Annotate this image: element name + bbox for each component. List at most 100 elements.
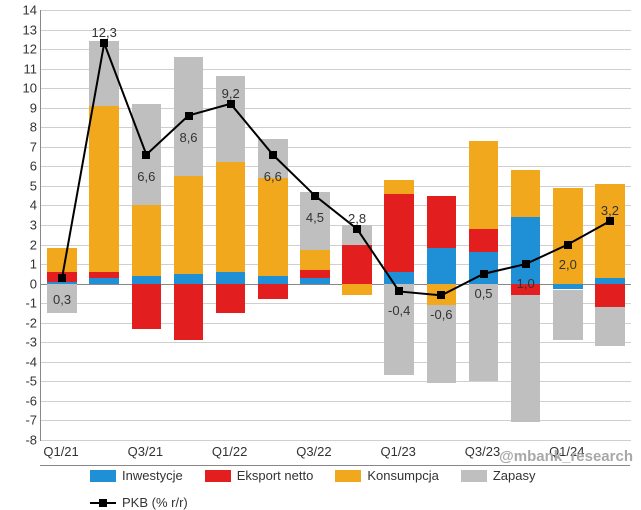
legend: Inwestycje Eksport netto Konsumpcja Zapasy P…: [40, 465, 630, 508]
y-tick-label: -3: [5, 335, 37, 350]
y-tick-label: -6: [5, 393, 37, 408]
pkb-value-label: 1,0: [517, 276, 535, 291]
pkb-value-label: 8,6: [179, 130, 197, 145]
pkb-marker: [353, 225, 361, 233]
bar-segment: [89, 278, 119, 284]
bar-segment: [89, 41, 119, 106]
bar-segment: [595, 184, 625, 278]
gridline: [41, 205, 631, 206]
gridline: [41, 10, 631, 11]
legend-swatch: [461, 470, 487, 482]
bar-segment: [132, 276, 162, 284]
bar-segment: [174, 176, 204, 274]
bar-segment: [595, 307, 625, 346]
bar-segment: [216, 162, 246, 271]
gridline: [41, 49, 631, 50]
y-tick-label: 1: [5, 257, 37, 272]
x-tick-label: Q1/23: [380, 444, 415, 459]
x-tick-label: Q3/21: [128, 444, 163, 459]
gridline: [41, 420, 631, 421]
bar-segment: [258, 284, 288, 300]
bar-segment: [47, 248, 77, 271]
gridline: [41, 127, 631, 128]
pkb-marker: [480, 270, 488, 278]
gridline: [41, 108, 631, 109]
legend-item-pkb: PKB (% r/r): [90, 495, 188, 510]
gridline: [41, 284, 631, 285]
pkb-value-label: 4,5: [306, 210, 324, 225]
gridline: [41, 30, 631, 31]
bar-segment: [258, 276, 288, 284]
y-tick-label: 6: [5, 159, 37, 174]
x-tick-label: Q3/23: [465, 444, 500, 459]
pkb-marker: [58, 274, 66, 282]
gridline: [41, 166, 631, 167]
gridline: [41, 440, 631, 441]
bar-segment: [553, 290, 583, 341]
bar-segment: [216, 284, 246, 313]
gdp-contributions-chart: 0,312,36,68,69,26,64,52,8-0,4-0,60,51,02…: [0, 0, 641, 507]
gridline: [41, 362, 631, 363]
legend-swatch: [90, 470, 116, 482]
bar-segment: [132, 205, 162, 275]
pkb-value-label: 6,6: [264, 169, 282, 184]
bar-segment: [427, 248, 457, 283]
legend-label: Konsumpcja: [367, 468, 439, 483]
bar-segment: [595, 284, 625, 307]
pkb-value-label: 0,5: [474, 286, 492, 301]
y-tick-label: 0: [5, 276, 37, 291]
y-tick-label: -7: [5, 413, 37, 428]
legend-label: Eksport netto: [237, 468, 314, 483]
pkb-marker: [185, 112, 193, 120]
bar-segment: [132, 284, 162, 329]
pkb-marker: [522, 260, 530, 268]
bar-segment: [89, 106, 119, 272]
gridline: [41, 401, 631, 402]
x-tick-label: Q1/21: [43, 444, 78, 459]
gridline: [41, 342, 631, 343]
legend-item-inwestycje: Inwestycje: [90, 468, 183, 483]
gridline: [41, 225, 631, 226]
pkb-marker: [142, 151, 150, 159]
y-tick-label: 9: [5, 100, 37, 115]
pkb-value-label: 0,3: [53, 292, 71, 307]
y-tick-label: -8: [5, 433, 37, 448]
legend-item-zapasy: Zapasy: [461, 468, 536, 483]
bar-segment: [384, 194, 414, 272]
gridline: [41, 186, 631, 187]
bar-segment: [300, 278, 330, 284]
y-tick-label: 2: [5, 237, 37, 252]
gridline: [41, 69, 631, 70]
pkb-value-label: -0,4: [388, 303, 410, 318]
pkb-marker: [437, 291, 445, 299]
y-tick-label: 4: [5, 198, 37, 213]
y-tick-label: 7: [5, 139, 37, 154]
gridline: [41, 147, 631, 148]
y-tick-label: 3: [5, 218, 37, 233]
pkb-marker: [100, 39, 108, 47]
bar-segment: [384, 180, 414, 194]
pkb-marker: [564, 241, 572, 249]
legend-swatch: [335, 470, 361, 482]
y-tick-label: 10: [5, 81, 37, 96]
pkb-value-label: 6,6: [137, 169, 155, 184]
bar-segment: [384, 284, 414, 376]
y-tick-label: 12: [5, 42, 37, 57]
bar-segment: [469, 252, 499, 283]
bar-segment: [384, 272, 414, 284]
gridline: [41, 88, 631, 89]
plot-area: 0,312,36,68,69,26,64,52,8-0,4-0,60,51,02…: [40, 10, 631, 441]
pkb-value-label: 12,3: [92, 25, 117, 40]
legend-label: PKB (% r/r): [122, 495, 188, 510]
bar-segment: [89, 272, 119, 278]
bar-segment: [300, 250, 330, 270]
gridline: [41, 264, 631, 265]
legend-label: Inwestycje: [122, 468, 183, 483]
bar-segment: [258, 178, 288, 276]
pkb-value-label: 3,2: [601, 203, 619, 218]
gridline: [41, 323, 631, 324]
pkb-marker: [606, 217, 614, 225]
pkb-value-label: 2,0: [559, 257, 577, 272]
bar-segment: [469, 141, 499, 229]
pkb-marker: [395, 287, 403, 295]
